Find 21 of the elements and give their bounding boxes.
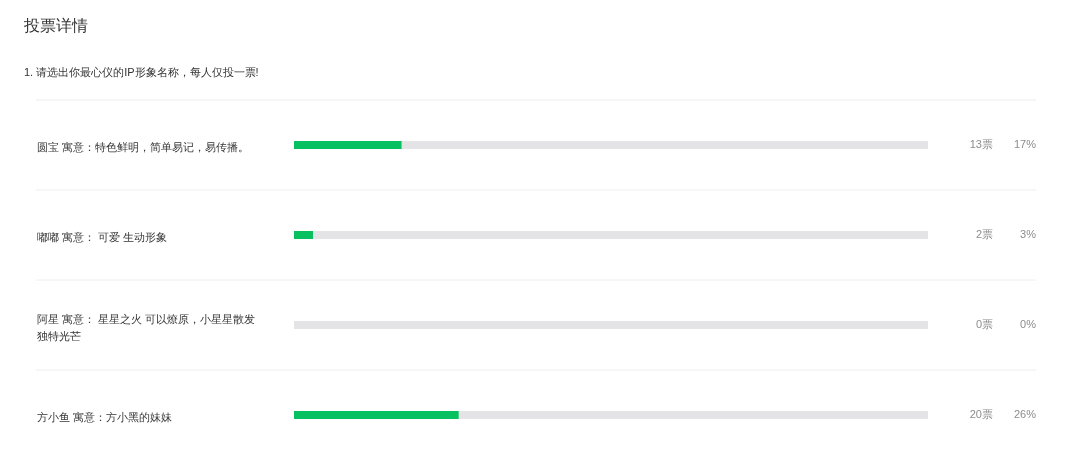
bar	[294, 321, 928, 329]
text: 投票详情	[23, 16, 88, 34]
text: 13票	[969, 138, 993, 150]
y-tick-label: 方小鱼 寓意：方小黑的妹妹	[36, 411, 172, 423]
text: 1. 请选出你最心仪的IP形象名称，每人仅投一票!	[24, 65, 259, 78]
data-label: 0%	[1020, 318, 1037, 330]
bar	[294, 411, 459, 419]
data-label: 3%	[1020, 228, 1037, 240]
text: 0票	[975, 318, 993, 330]
text: 20票	[969, 408, 993, 420]
bar	[458, 411, 928, 419]
text: 2票	[975, 228, 993, 240]
bar	[294, 231, 314, 239]
bar	[294, 141, 402, 149]
data-label: 26%	[1013, 408, 1037, 420]
bar	[313, 231, 928, 239]
y-tick-label: 阿星 寓意： 星星之火 可以燎原，小星星散发独特光芒	[36, 312, 255, 342]
bar	[401, 141, 928, 149]
y-tick-label: 嘟嘟 寓意： 可爱 生动形象	[36, 231, 167, 243]
data-label: 17%	[1013, 138, 1037, 150]
y-tick-label: 圆宝 寓意：特色鲜明，简单易记，易传播。	[36, 141, 249, 153]
